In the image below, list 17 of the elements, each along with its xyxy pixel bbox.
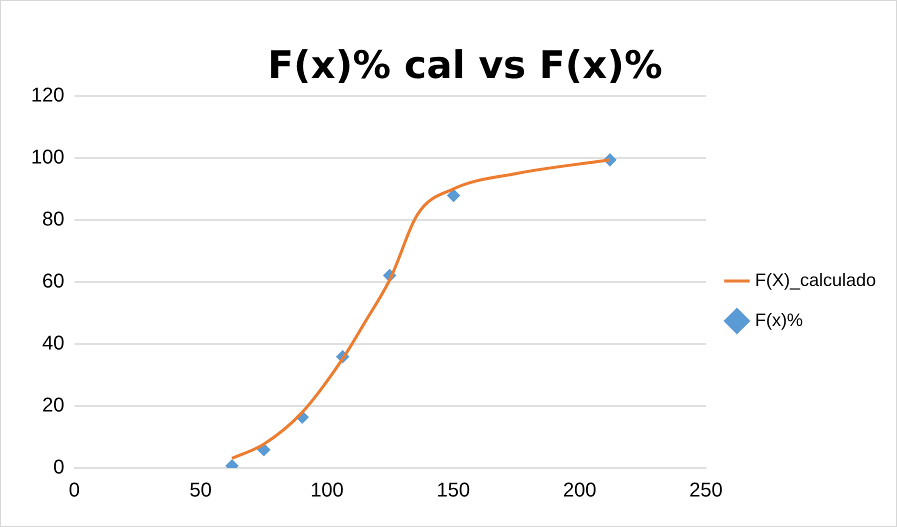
x-tick-label: 200 [562,480,596,502]
chart-title: F(x)% cal vs F(x)% [268,43,662,87]
y-tick-label: 100 [30,146,64,169]
y-tick-label: 60 [42,270,64,293]
x-tick-label: 0 [68,480,80,502]
legend-label: F(X)_calculado [754,270,876,290]
y-tick-label: 20 [42,394,64,417]
x-tick-label: 250 [689,480,723,502]
point [447,189,460,202]
x-tick-label: 150 [436,480,470,502]
legend-label: F(x)% [754,310,803,330]
y-tick-label: 120 [30,84,64,107]
y-tick-label: 40 [42,332,64,355]
x-tick-label: 100 [310,480,344,502]
y-tick-label: 80 [42,208,64,231]
y-tick-label: 0 [53,456,64,479]
x-tick-label: 50 [190,480,212,502]
